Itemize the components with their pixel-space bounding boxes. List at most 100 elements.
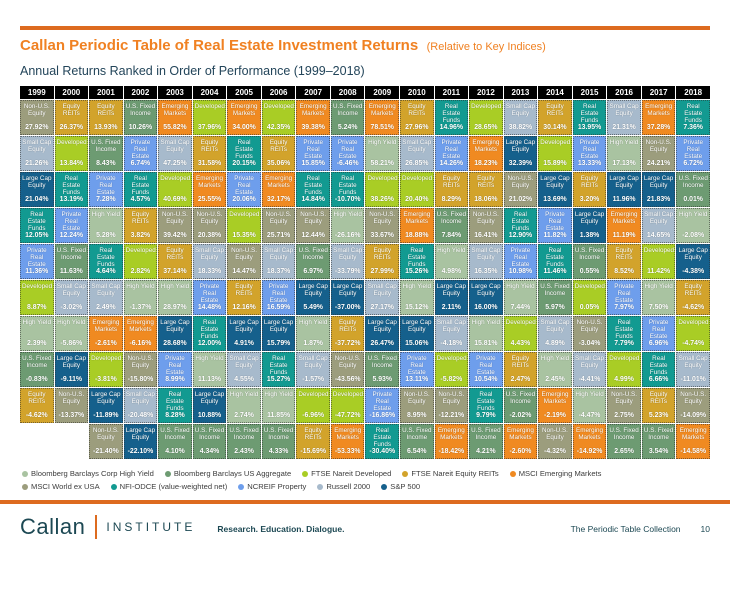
asset-class-label: Developed <box>678 319 709 326</box>
year-header: 2010 <box>400 86 434 99</box>
return-cell: Small Cap Equity 2.49% <box>89 280 123 315</box>
return-cell: U.S. Fixed Income 11.63% <box>54 244 89 279</box>
return-value: 14.65% <box>646 232 671 240</box>
asset-class-label: Developed <box>22 283 53 290</box>
return-value: 13.95% <box>577 124 602 132</box>
asset-class-label: Small Cap Equity <box>229 355 259 370</box>
asset-class-label: High Yield <box>471 319 501 326</box>
asset-class-label: Real Estate Funds <box>166 391 184 413</box>
return-cell: Non-U.S. Equity -13.37% <box>54 388 89 423</box>
return-cell: Large Cap Equity 15.79% <box>261 316 296 351</box>
year-header: 2016 <box>607 86 641 99</box>
return-cell: Equity REITs 2.47% <box>503 352 538 387</box>
asset-class-label: Private Real Estate <box>614 283 634 305</box>
legend-dot-icon <box>509 470 516 477</box>
return-cell: Developed 15.35% <box>227 208 261 243</box>
return-value: 13.84% <box>59 160 83 168</box>
asset-class-label: Private Real Estate <box>303 139 323 161</box>
return-cell: Emerging Markets -53.33% <box>330 424 365 459</box>
asset-class-label: High Yield <box>22 319 51 326</box>
legend-item: MSCI Emerging Markets <box>509 469 602 478</box>
asset-class-label: Real Estate Funds <box>27 211 46 233</box>
return-cell: U.S. Fixed Income 8.43% <box>89 136 123 171</box>
legend-dot-icon <box>238 483 245 490</box>
asset-class-label: Emerging Markets <box>645 103 673 118</box>
return-value: 18.33% <box>197 268 222 276</box>
return-value: 47.25% <box>163 160 187 168</box>
footer-right: The Periodic Table Collection 10 <box>571 524 710 534</box>
return-cell: Small Cap Equity 18.37% <box>261 244 296 279</box>
return-cell: Non-U.S. Equity -43.56% <box>330 352 365 387</box>
asset-class-label: Non-U.S. Equity <box>196 211 223 226</box>
asset-class-label: Emerging Markets <box>92 319 120 334</box>
asset-class-label: Developed <box>367 175 398 182</box>
legend-dot-icon <box>110 483 117 490</box>
asset-class-label: U.S. Fixed Income <box>643 427 674 442</box>
return-value: 17.13% <box>612 160 636 168</box>
return-cell: Equity REITs 8.52% <box>607 244 641 279</box>
footer: Callan INSTITUTE Research. Education. Di… <box>0 504 730 540</box>
asset-class-label: U.S. Fixed Income <box>367 355 397 370</box>
return-cell: High Yield 15.81% <box>469 316 503 351</box>
return-cell: Non-U.S. Equity 39.42% <box>158 208 192 243</box>
return-cell: Large Cap Equity 21.04% <box>20 172 54 207</box>
year-column-2007: 2007 Emerging Markets 39.38% Private Real E… <box>296 86 330 459</box>
asset-class-label: Non-U.S. Equity <box>300 211 327 226</box>
asset-class-label: Private Real Estate <box>26 247 47 269</box>
return-value: 15.27% <box>266 376 291 384</box>
page-subtitle: Annual Returns Ranked in Order of Perfor… <box>20 64 365 78</box>
asset-class-label: U.S. Fixed Income <box>678 175 708 190</box>
return-cell: Equity REITs -4.62% <box>676 280 710 315</box>
return-cell: U.S. Fixed Income 4.10% <box>158 424 192 459</box>
legend-label: MSCI Emerging Markets <box>518 469 602 478</box>
year-column-2011: 2011 Real Estate Funds 14.96% Private Real … <box>434 86 469 459</box>
return-value: -6.46% <box>336 160 359 168</box>
asset-class-label: U.S. Fixed Income <box>609 427 639 442</box>
year-header: 2015 <box>572 86 607 99</box>
return-cell: Small Cap Equity 27.17% <box>365 280 400 315</box>
return-value: 6.74% <box>130 160 151 168</box>
return-cell: High Yield 2.45% <box>538 352 572 387</box>
return-value: 15.06% <box>405 340 429 348</box>
return-value: 28.65% <box>474 124 498 132</box>
asset-class-label: Developed <box>160 175 191 182</box>
asset-class-label: Emerging Markets <box>126 319 154 334</box>
returns-table: 1999 Non-U.S. Equity 27.92% Small Cap Equit… <box>20 86 710 459</box>
footer-divider-rule <box>0 500 730 504</box>
legend-item: FTSE Nareit Equity REITs <box>402 469 499 478</box>
asset-class-label: Equity REITs <box>200 139 219 154</box>
return-value: 78.51% <box>370 124 394 132</box>
year-header: 2004 <box>192 86 227 99</box>
asset-class-label: Non-U.S. Equity <box>403 391 430 406</box>
return-cell: Emerging Markets -18.42% <box>434 424 469 459</box>
return-value: 2.45% <box>545 376 565 384</box>
return-cell: Private Real Estate 16.59% <box>261 280 296 315</box>
return-value: 32.17% <box>266 196 291 204</box>
return-cell: Emerging Markets 55.82% <box>158 100 192 135</box>
asset-class-label: U.S. Fixed Income <box>505 391 536 406</box>
return-value: 3.20% <box>579 196 600 204</box>
asset-class-label: High Yield <box>160 283 190 290</box>
return-value: -1.57% <box>302 376 325 384</box>
return-value: 2.39% <box>27 340 47 348</box>
return-value: 8.99% <box>165 376 185 384</box>
return-value: 6.54% <box>407 448 427 456</box>
asset-class-label: Equity REITs <box>338 319 357 334</box>
year-column-2004: 2004 Developed 37.96% Equity REITs 31.58% Eme… <box>192 86 227 459</box>
return-cell: High Yield -5.86% <box>54 316 89 351</box>
return-cell: Emerging Markets -2.61% <box>89 316 123 351</box>
return-value: 5.93% <box>372 376 393 384</box>
return-cell: Large Cap Equity -37.00% <box>330 280 365 315</box>
return-cell: Large Cap Equity -11.89% <box>89 388 123 423</box>
return-value: 14.26% <box>439 160 464 168</box>
return-cell: Developed 4.43% <box>503 316 538 351</box>
legend-item: NCREIF Property <box>238 482 306 491</box>
return-value: -3.02% <box>60 304 83 312</box>
asset-class-label: Emerging Markets <box>679 427 707 442</box>
asset-class-label: U.S. Fixed Income <box>56 247 87 262</box>
return-value: 11.46% <box>543 268 567 276</box>
return-value: 7.84% <box>441 232 462 240</box>
asset-class-label: Equity REITs <box>684 283 702 298</box>
return-value: 5.49% <box>303 304 323 312</box>
year-column-2010: 2010 Equity REITs 27.96% Small Cap Equity 26… <box>400 86 434 459</box>
